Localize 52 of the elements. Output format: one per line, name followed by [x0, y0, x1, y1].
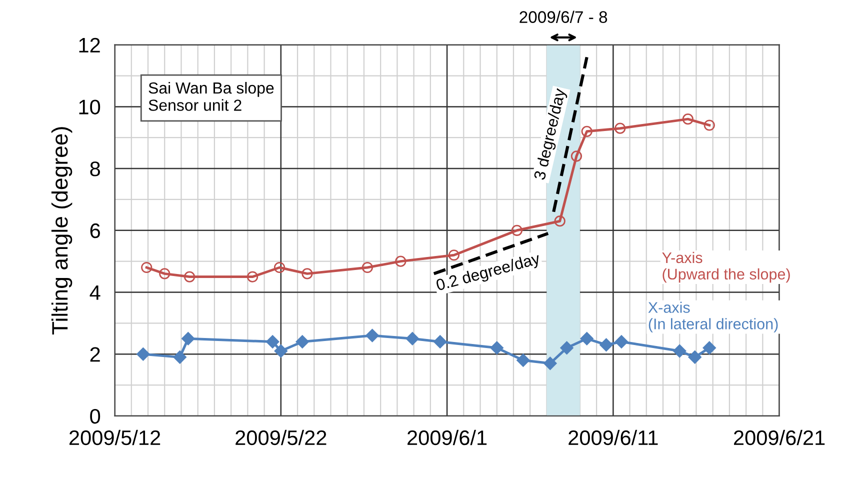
point	[570, 150, 582, 162]
point	[302, 268, 313, 280]
point	[516, 354, 530, 367]
point	[159, 268, 170, 280]
y-tick-label: 10	[79, 100, 100, 114]
point	[511, 224, 522, 236]
point	[560, 341, 574, 354]
point	[702, 341, 716, 354]
point	[554, 216, 566, 227]
x-tick-label: 2009/6/11	[568, 430, 658, 446]
point	[544, 356, 557, 370]
y-axis-title: Tilting angle (degree)	[51, 127, 72, 334]
point	[395, 256, 406, 267]
point	[246, 271, 258, 282]
text: Y-axis (Upward the slope)	[662, 252, 790, 283]
y-tick-label: 12	[79, 38, 100, 52]
point	[581, 126, 592, 137]
point	[682, 114, 694, 125]
annotation: Sai Wan Ba slope Sensor unit 2	[148, 82, 274, 111]
y-tick-label: 0	[90, 408, 100, 424]
series-label: X-axis (In lateral direction)	[648, 302, 778, 332]
point	[296, 335, 309, 348]
point	[704, 120, 715, 131]
point	[614, 122, 626, 134]
point	[136, 348, 150, 361]
point	[184, 271, 196, 282]
point	[673, 344, 686, 358]
x-tick-label: 2009/6/1	[408, 430, 487, 446]
point	[366, 328, 379, 342]
point	[362, 262, 373, 274]
point	[600, 338, 613, 352]
point	[182, 332, 195, 346]
point	[141, 262, 152, 274]
point	[173, 350, 186, 364]
y-tick-label: 2	[90, 347, 100, 362]
band-label: 2009/6/7 - 8	[520, 10, 608, 23]
point	[266, 335, 280, 348]
point	[434, 335, 447, 348]
point	[580, 332, 594, 346]
point	[274, 262, 286, 274]
point	[448, 250, 460, 261]
y-tick-label: 8	[90, 162, 100, 176]
x-tick-label: 2009/5/22	[236, 430, 326, 446]
point	[688, 350, 702, 364]
y-tick-label: 6	[90, 223, 100, 238]
x-tick-label: 2009/6/21	[734, 430, 825, 446]
point	[614, 335, 628, 348]
y-tick-label: 4	[90, 285, 100, 300]
point	[490, 341, 504, 354]
point	[274, 344, 288, 358]
x-tick-label: 2009/5/12	[69, 430, 160, 446]
point	[406, 332, 420, 346]
